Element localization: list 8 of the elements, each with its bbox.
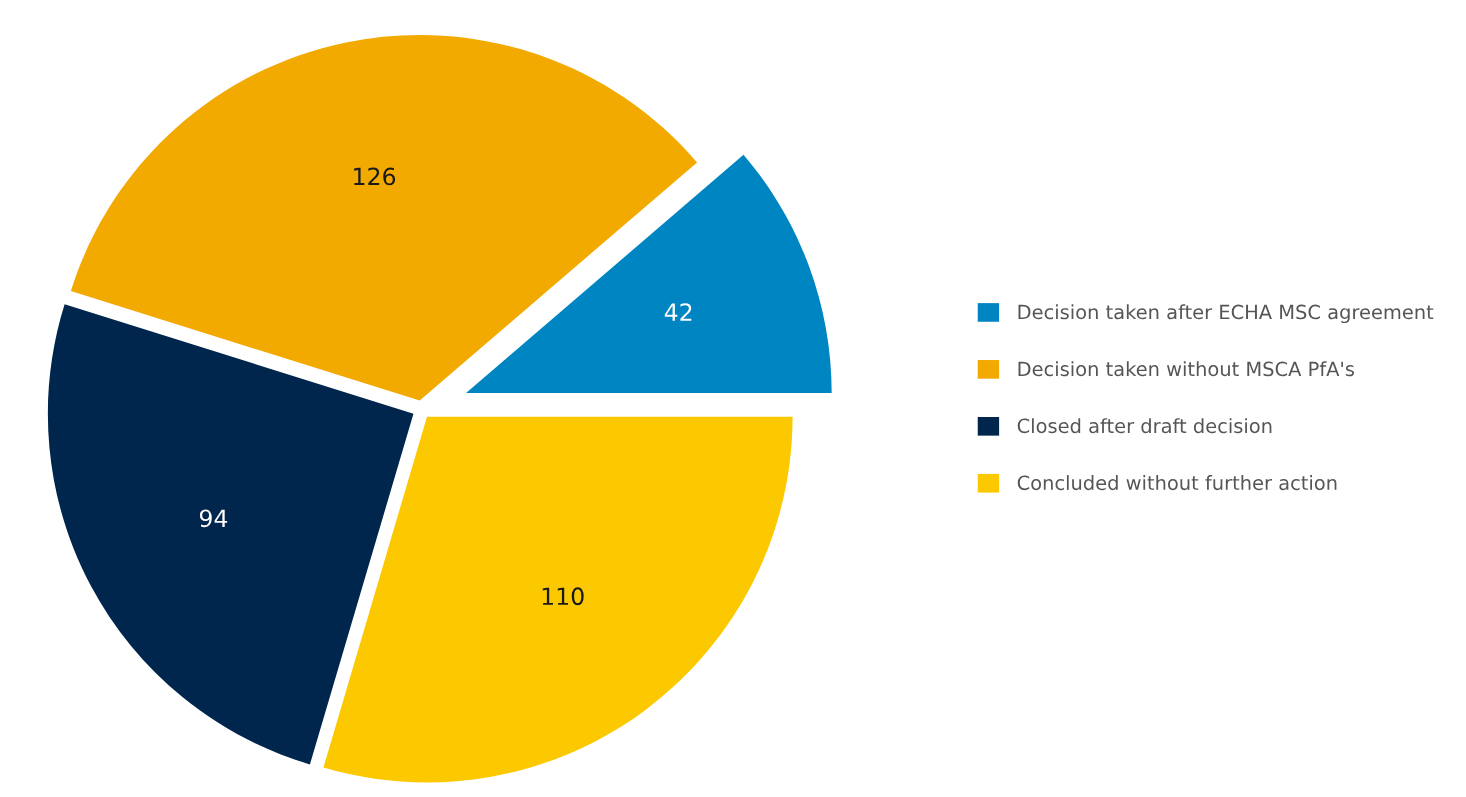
data-label: 126 — [354, 167, 396, 186]
data-label: 42 — [664, 303, 692, 321]
data-label: 94 — [199, 509, 228, 528]
legend-label: Decision taken after ECHA MSC agreement — [1018, 304, 1434, 324]
data-label: 110 — [542, 587, 584, 606]
legend-label: Concluded without further action — [1017, 475, 1337, 491]
legend-label: Decision taken without MSCA PfA's — [1018, 361, 1354, 377]
legend-label: Closed after draft decision — [1017, 418, 1272, 434]
